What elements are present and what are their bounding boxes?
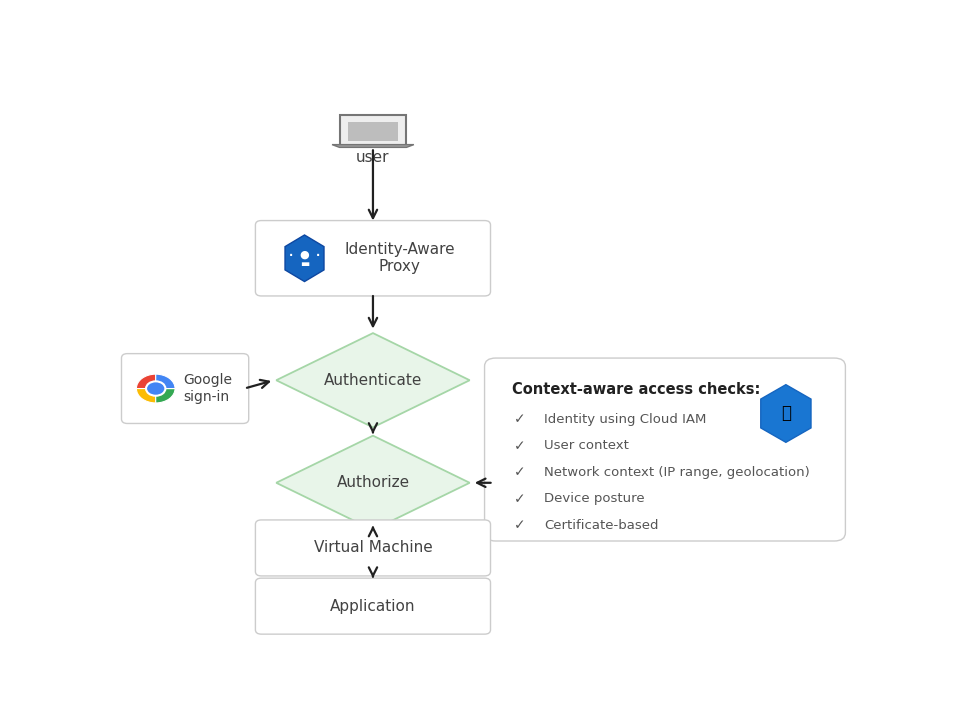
Text: user: user — [356, 150, 390, 165]
Text: Device posture: Device posture — [544, 492, 645, 505]
Text: Certificate-based: Certificate-based — [544, 519, 659, 532]
Text: ·: · — [315, 246, 321, 266]
Text: Identity-Aware
Proxy: Identity-Aware Proxy — [345, 242, 455, 274]
Wedge shape — [156, 374, 175, 389]
FancyBboxPatch shape — [348, 122, 398, 141]
Text: Context-aware access checks:: Context-aware access checks: — [512, 382, 760, 397]
Text: Google
sign-in: Google sign-in — [183, 374, 232, 404]
FancyBboxPatch shape — [255, 578, 491, 634]
Text: User context: User context — [544, 439, 629, 452]
Text: ✓: ✓ — [514, 412, 525, 426]
Wedge shape — [136, 374, 156, 389]
Polygon shape — [276, 436, 469, 530]
FancyBboxPatch shape — [255, 520, 491, 576]
Wedge shape — [156, 389, 175, 403]
Polygon shape — [332, 145, 414, 148]
Circle shape — [146, 382, 165, 396]
Text: ·: · — [288, 246, 295, 266]
Text: Application: Application — [330, 598, 416, 613]
Text: ▬: ▬ — [300, 258, 309, 269]
Text: ✓: ✓ — [514, 465, 525, 480]
Text: Virtual Machine: Virtual Machine — [314, 541, 432, 555]
Text: Identity using Cloud IAM: Identity using Cloud IAM — [544, 413, 707, 426]
FancyBboxPatch shape — [340, 114, 406, 145]
Wedge shape — [136, 389, 156, 403]
Text: ✓: ✓ — [514, 518, 525, 533]
FancyBboxPatch shape — [122, 354, 249, 423]
Text: Network context (IP range, geolocation): Network context (IP range, geolocation) — [544, 466, 810, 479]
Text: ●: ● — [300, 250, 309, 260]
Text: ✓: ✓ — [514, 438, 525, 453]
Polygon shape — [276, 333, 469, 428]
Text: Authenticate: Authenticate — [324, 373, 422, 388]
Polygon shape — [285, 235, 324, 282]
Text: ✓: ✓ — [514, 492, 525, 506]
Text: 🔒: 🔒 — [780, 405, 791, 423]
FancyBboxPatch shape — [485, 358, 846, 541]
Text: Authorize: Authorize — [336, 475, 410, 490]
Polygon shape — [760, 384, 811, 442]
FancyBboxPatch shape — [255, 220, 491, 296]
